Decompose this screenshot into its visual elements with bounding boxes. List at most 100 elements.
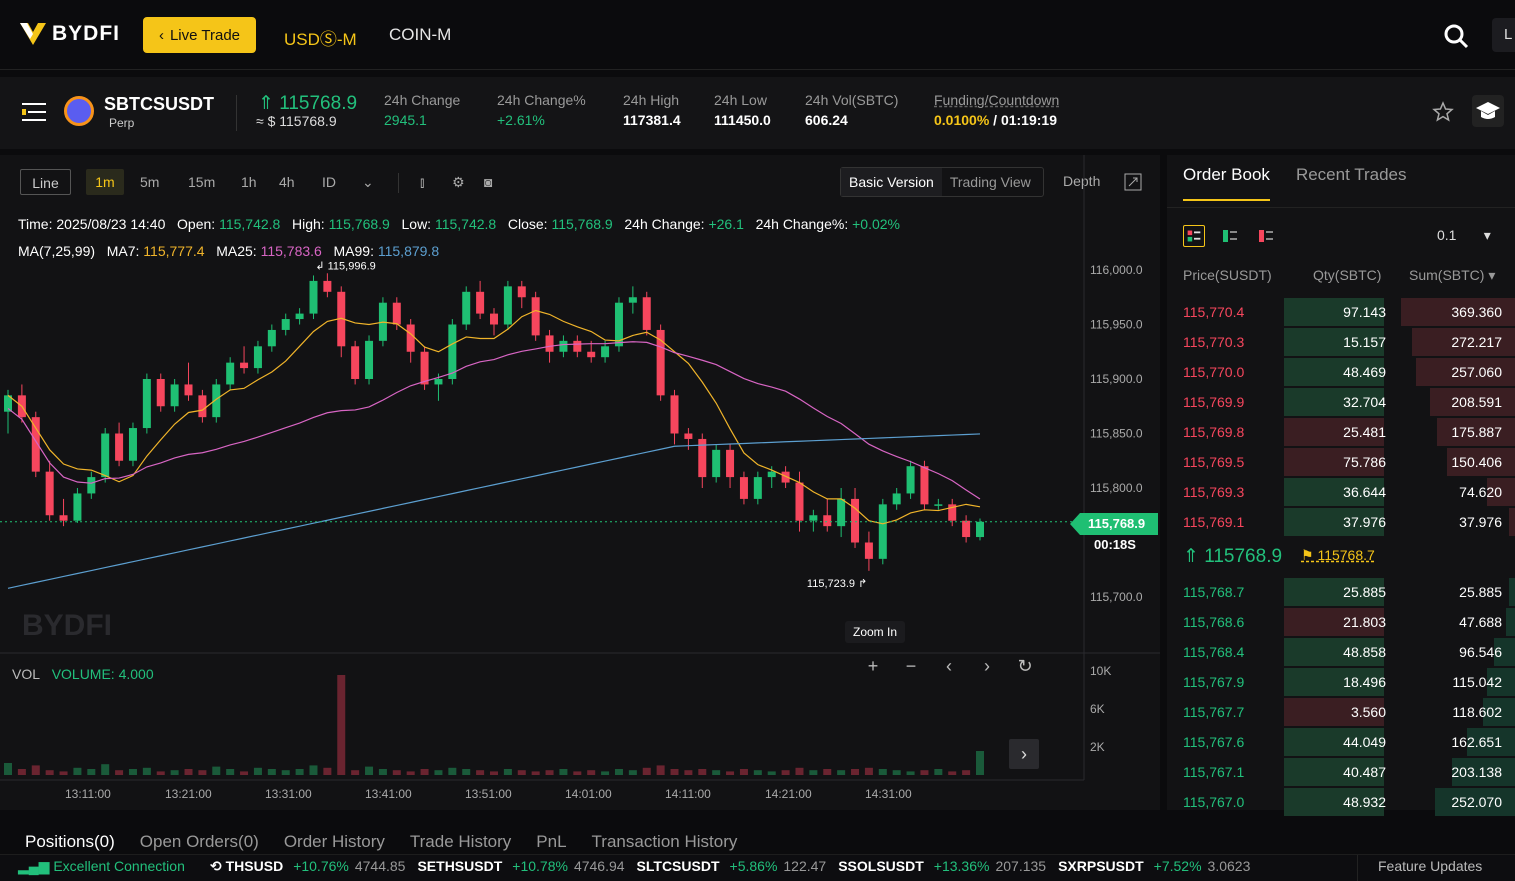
- line-button[interactable]: Line: [20, 169, 71, 195]
- order-book-rows: 115,770.4 97.143 369.360 115,770.3 15.157 272…: [1167, 297, 1515, 817]
- candlestick-chart[interactable]: BYDFI 116,000.0 115,950.0 115,900.0 115,850.…: [0, 155, 1160, 810]
- basic-version-tab[interactable]: Basic Version: [841, 168, 942, 196]
- candle-body: [712, 449, 721, 478]
- candle-body: [434, 379, 443, 385]
- ask-row[interactable]: 115,770.3 15.157 272.217: [1167, 327, 1515, 357]
- ticker-item[interactable]: SXRPSUSDT +7.52% 3.0623: [1058, 858, 1250, 875]
- interval-5m[interactable]: 5m: [140, 174, 160, 190]
- sum-depth-bar: [1446, 448, 1515, 476]
- feature-updates-link[interactable]: Feature Updates: [1357, 855, 1515, 881]
- ask-row[interactable]: 115,769.1 37.976 37.976: [1167, 507, 1515, 537]
- tab-positions[interactable]: Positions(0): [25, 832, 115, 851]
- tab-open-orders[interactable]: Open Orders(0): [139, 832, 259, 851]
- interval-4h[interactable]: 4h: [279, 174, 295, 190]
- bid-row[interactable]: 115,768.4 48.858 96.546: [1167, 637, 1515, 667]
- volume-bar: [462, 769, 471, 775]
- scroll-left-icon[interactable]: ‹: [946, 656, 952, 676]
- ask-row[interactable]: 115,769.8 25.481 175.887: [1167, 417, 1515, 447]
- interval-1d[interactable]: ID: [322, 174, 336, 190]
- mark-price[interactable]: ⚑ 115768.7: [1301, 547, 1375, 563]
- volume-bar: [212, 766, 221, 775]
- settings-icon[interactable]: ⚙: [452, 174, 465, 190]
- reset-icon[interactable]: ↻: [1017, 656, 1033, 676]
- volume-bar: [517, 770, 526, 775]
- depth-tab[interactable]: Depth: [1063, 173, 1101, 189]
- x-tick-label: 14:01:00: [565, 787, 612, 801]
- menu-icon[interactable]: [22, 101, 46, 123]
- funding-countdown: / 01:19:19: [993, 112, 1057, 128]
- row-sum: 25.885: [1459, 584, 1502, 600]
- tutorial-icon[interactable]: [1472, 95, 1504, 127]
- candle-type-icon[interactable]: ⫾: [420, 174, 425, 190]
- row-price: 115,769.5: [1183, 454, 1245, 470]
- bid-row[interactable]: 115,767.1 40.487 203.138: [1167, 757, 1515, 787]
- high-annotation: ↲ 115,996.9: [315, 260, 375, 272]
- bid-row[interactable]: 115,767.9 18.496 115.042: [1167, 667, 1515, 697]
- scroll-right-icon[interactable]: ›: [984, 656, 990, 676]
- volume-bar: [837, 770, 846, 775]
- ticker-item[interactable]: ⟲ THSUSD +10.76% 4744.85: [210, 858, 405, 875]
- ticker-item[interactable]: SETHSUSDT +10.78% 4746.94: [417, 858, 624, 875]
- sum-depth-bar: [1505, 608, 1515, 636]
- tab-trade-history[interactable]: Trade History: [409, 832, 512, 851]
- ask-row[interactable]: 115,769.5 75.786 150.406: [1167, 447, 1515, 477]
- ask-row[interactable]: 115,769.3 36.644 74.620: [1167, 477, 1515, 507]
- bid-row[interactable]: 115,767.6 44.049 162.651: [1167, 727, 1515, 757]
- candle-body: [642, 297, 651, 330]
- bid-row[interactable]: 115,767.0 48.932 252.070: [1167, 787, 1515, 817]
- row-price: 115,769.9: [1183, 394, 1245, 410]
- camera-icon[interactable]: ◙: [484, 174, 493, 190]
- jump-to-latest-button[interactable]: ›: [1009, 739, 1039, 769]
- bydfi-logo[interactable]: BYDFI: [20, 22, 120, 46]
- row-sum: 96.546: [1459, 644, 1502, 660]
- tab-transaction-history[interactable]: Transaction History: [591, 832, 738, 851]
- stat-value: 606.24: [805, 112, 848, 128]
- more-intervals-icon[interactable]: ⌄: [362, 174, 374, 190]
- funding-label[interactable]: Funding/Countdown: [934, 92, 1060, 108]
- favorite-star-icon[interactable]: [1432, 101, 1454, 123]
- symbol-name[interactable]: SBTCSUSDT: [104, 94, 215, 114]
- ask-row[interactable]: 115,769.9 32.704 208.591: [1167, 387, 1515, 417]
- fullscreen-icon[interactable]: [1124, 173, 1142, 191]
- candle-body: [976, 521, 984, 538]
- ma25-line: [7, 341, 981, 500]
- interval-1m[interactable]: 1m: [86, 169, 124, 195]
- tab-recent-trades[interactable]: Recent Trades: [1295, 165, 1407, 184]
- volume-bar: [545, 770, 554, 775]
- ask-row[interactable]: 115,770.0 48.469 257.060: [1167, 357, 1515, 387]
- ticker-item[interactable]: SLTCSUSDT +5.86% 122.47: [637, 858, 827, 875]
- user-menu-button[interactable]: L: [1492, 18, 1515, 52]
- search-icon[interactable]: [1442, 22, 1470, 50]
- tab-order-book[interactable]: Order Book: [1183, 165, 1270, 201]
- trading-view-tab[interactable]: Trading View: [949, 174, 1031, 190]
- candle-body: [837, 498, 846, 527]
- book-bids-icon[interactable]: [1219, 225, 1241, 247]
- volume-bar: [4, 763, 12, 775]
- candle-body: [934, 504, 943, 506]
- signal-icon: ▂▄▆: [18, 858, 50, 874]
- book-asks-icon[interactable]: [1255, 225, 1277, 247]
- mid-price-row: ⇑ 115768.9 ⚑ 115768.7: [1167, 537, 1515, 577]
- nav-coin-m[interactable]: COIN-M: [389, 25, 452, 44]
- bid-row[interactable]: 115,767.7 3.560 118.602: [1167, 697, 1515, 727]
- x-tick-label: 14:11:00: [665, 787, 711, 801]
- ask-row[interactable]: 115,770.4 97.143 369.360: [1167, 297, 1515, 327]
- sum-depth-bar: [1429, 388, 1515, 416]
- interval-1h[interactable]: 1h: [241, 174, 257, 190]
- zoom-in-icon[interactable]: +: [867, 656, 879, 676]
- volume-bar: [392, 770, 401, 775]
- live-trade-button[interactable]: ‹ Live Trade: [143, 17, 256, 53]
- bid-row[interactable]: 115,768.6 21.803 47.688: [1167, 607, 1515, 637]
- zoom-out-icon[interactable]: −: [905, 656, 917, 676]
- precision-select[interactable]: 0.1 ▾: [1437, 227, 1491, 243]
- ticker-item[interactable]: SSOLSUSDT +13.36% 207.135: [838, 858, 1046, 875]
- nav-usds-m[interactable]: USDⓈ-M: [284, 30, 357, 49]
- bid-row[interactable]: 115,768.7 25.885 25.885: [1167, 577, 1515, 607]
- tab-pnl[interactable]: PnL: [536, 832, 567, 851]
- ma99-line: [7, 433, 981, 589]
- row-price: 115,768.4: [1183, 644, 1245, 660]
- book-both-icon[interactable]: [1183, 225, 1205, 247]
- tab-order-history[interactable]: Order History: [283, 832, 385, 851]
- volume-bar: [864, 767, 873, 775]
- interval-15m[interactable]: 15m: [188, 174, 216, 190]
